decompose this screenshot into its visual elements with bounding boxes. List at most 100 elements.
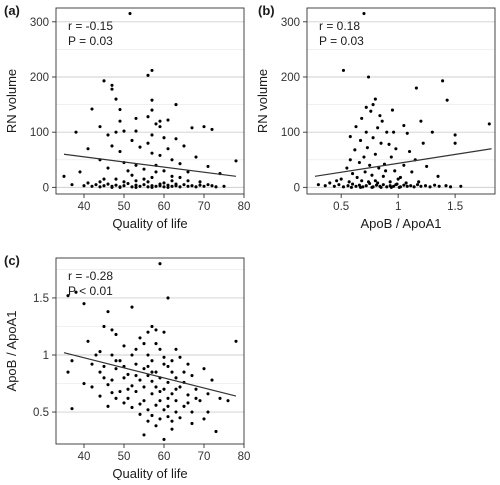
correlation-annotation: r = 0.18 [319,19,360,33]
scatter-point [371,103,375,107]
scatter-point [394,183,398,187]
scatter-point [142,399,146,403]
scatter-point [339,177,343,181]
scatter-point [102,324,106,329]
scatter-point [150,324,154,329]
scatter-point [419,184,423,188]
scatter-point [150,108,154,112]
scatter-point [398,175,402,179]
scatter-point [170,359,174,363]
scatter-point [90,385,94,389]
scatter-point [142,342,146,346]
scatter-point [150,68,154,72]
scatter-point [341,68,346,72]
plot-frame [55,257,245,445]
scatter-point [122,401,126,405]
scatter-point [162,185,166,189]
scatter-point [158,153,162,157]
y-axis-title: RN volume [255,69,270,133]
scatter-point [126,396,130,400]
scatter-point [158,417,162,421]
scatter-point [234,339,238,343]
panel-label: (a) [4,3,20,18]
scatter-point [174,410,178,414]
scatter-point [150,151,154,155]
scatter-point [170,419,174,423]
scatter-point [417,180,421,184]
p-value-annotation: P < 0.01 [68,284,113,298]
panel-c: 0.5 1 1.5 40 50 60 70 80 Quality of life ApoB / A… [4,253,250,481]
scatter-point [166,147,170,151]
scatter-point [198,183,202,187]
scatter-point [174,103,178,107]
scatter-point [102,177,106,181]
scatter-point [154,385,158,389]
scatter-point [182,370,186,374]
scatter-point [162,330,166,334]
x-tick-label: 60 [158,451,171,463]
scatter-point [349,185,353,189]
scatter-point [202,125,206,129]
scatter-point [385,130,389,134]
x-tick-label: 70 [198,201,211,213]
scatter-point [110,83,114,87]
scatter-point [415,183,420,187]
scatter-point [142,433,146,437]
scatter-point [178,162,182,166]
scatter-point [190,184,194,188]
scatter-point [130,138,134,143]
scatter-point [323,184,327,188]
scatter-point [390,108,395,112]
scatter-point [162,136,166,140]
scatter-point [379,141,383,145]
scatter-point [190,373,194,378]
y-tick-label: 200 [281,72,300,84]
scatter-point [459,184,463,188]
scatter-point [98,185,102,189]
scatter-point [82,381,86,386]
scatter-point [402,124,406,128]
scatter-point [90,184,94,188]
scatter-point [126,387,130,391]
scatter-point [130,173,134,177]
scatter-point [387,142,391,146]
scatter-point [206,183,210,187]
scatter-point [102,79,106,83]
scatter-point [166,396,170,400]
scatter-point [62,174,66,178]
scatter-point [146,373,150,378]
scatter-point [118,108,122,112]
scatter-point [154,342,158,346]
scatter-point [82,302,86,306]
scatter-point [134,373,138,378]
scatter-point [392,130,396,134]
correlation-annotation: r = -0.28 [68,269,113,283]
scatter-point [378,114,382,118]
scatter-point [106,404,110,408]
scatter-point [186,393,190,397]
panel-label: (b) [258,3,275,18]
scatter-point [134,362,138,366]
scatter-point [430,130,434,134]
scatter-point [166,380,170,384]
scatter-point [453,133,457,137]
scatter-point [190,126,194,130]
scatter-point [110,353,114,357]
scatter-point [146,364,150,368]
scatter-point [362,155,366,159]
scatter-point [170,392,174,396]
scatter-point [166,415,170,419]
scatter-point [142,367,146,371]
scatter-point [332,184,336,188]
scatter-point [162,437,166,441]
scatter-point [74,290,78,294]
scatter-point [210,378,214,382]
scatter-point [102,184,106,188]
scatter-point [174,399,178,403]
x-tick-label: 60 [158,201,171,213]
scatter-point [98,180,102,184]
scatter-point [74,130,78,134]
scatter-point [146,419,150,423]
scatter-point [122,376,126,380]
